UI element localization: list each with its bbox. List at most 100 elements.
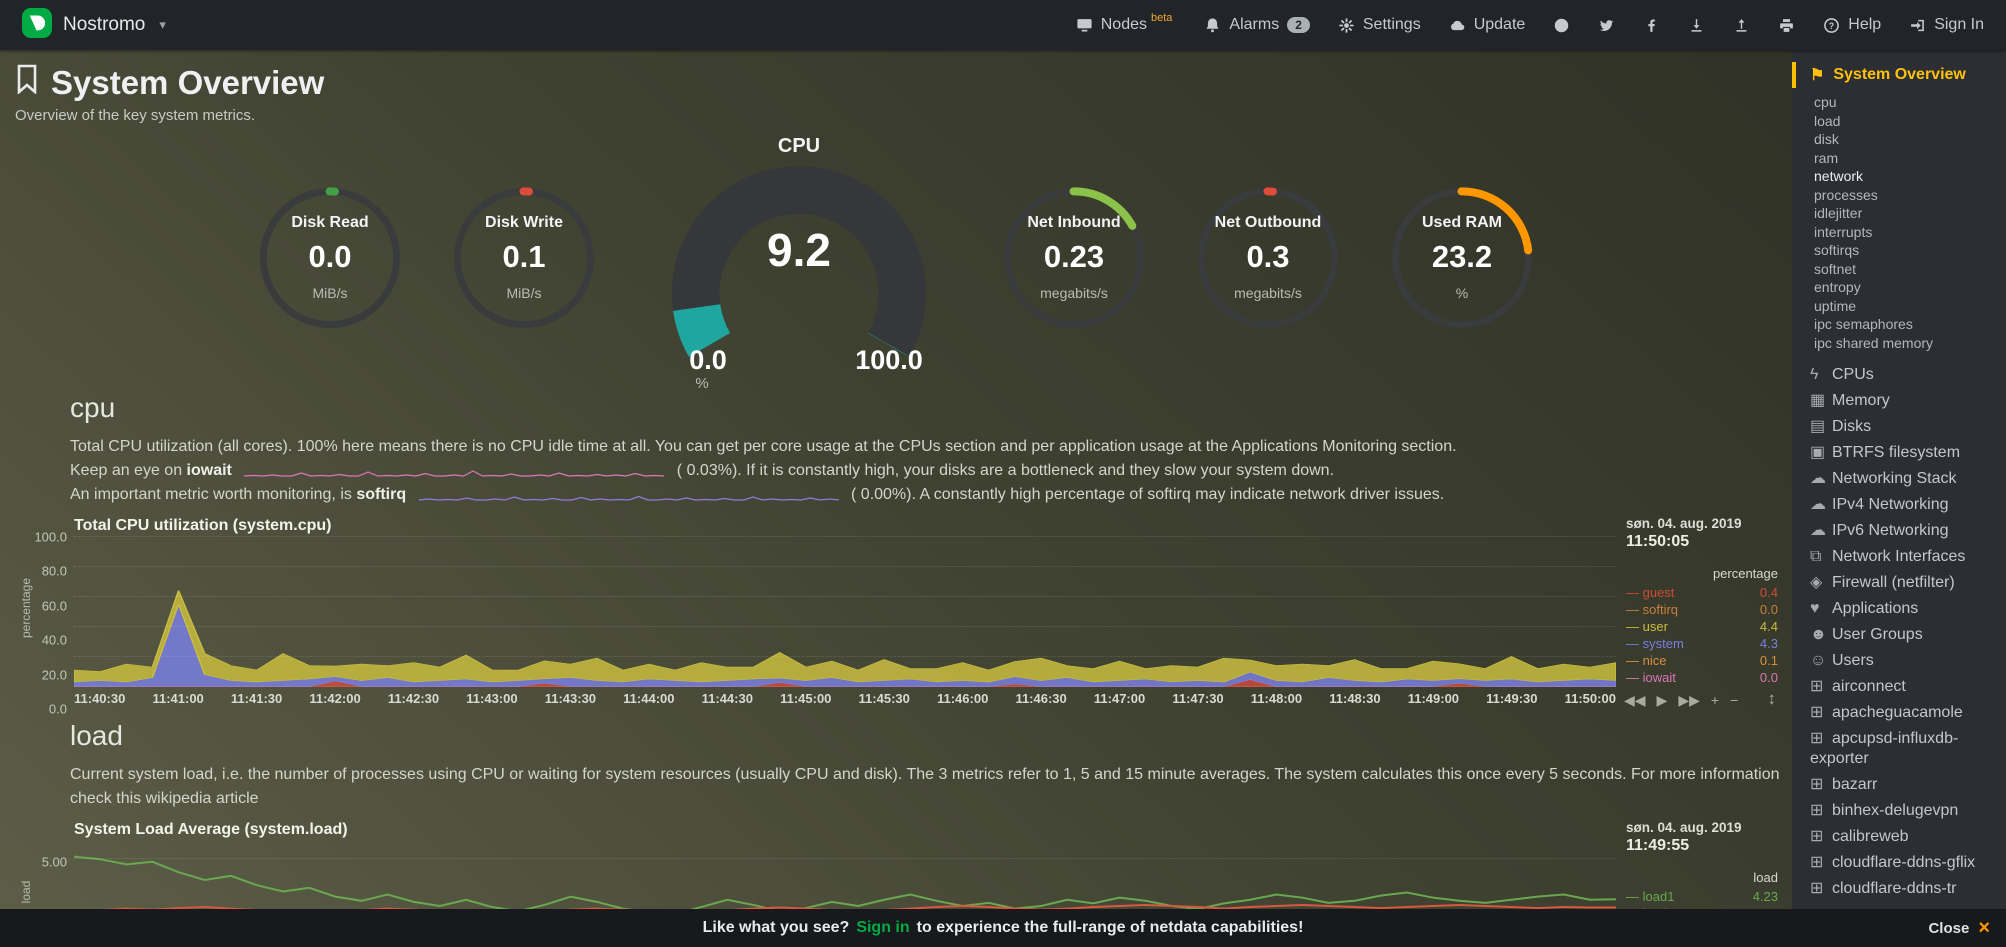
sidebar-item-user-groups[interactable]: ☻ User Groups (1810, 626, 1923, 643)
sidebar-item-memory[interactable]: ▦ Memory (1810, 392, 1890, 409)
sidebar-item-airconnect[interactable]: ⊞ airconnect (1810, 678, 1906, 695)
sidebar-item-apacheguacamole[interactable]: ⊞ apacheguacamole (1810, 704, 1963, 721)
legend-item-softirq[interactable]: — softirq 0.0 (1626, 602, 1778, 617)
sidebar-item-apcupsd-influxdb-exporter[interactable]: ⊞ apcupsd-influxdb-exporter (1810, 730, 1959, 767)
x-axis: 11:40:30 11:41:00 11:41:30 11:42:00 11:42:30… (74, 691, 1616, 706)
sidebar-item-cloudflare-ddns-tr[interactable]: ⊞ cloudflare-ddns-tr (1810, 880, 1957, 897)
sidebar-sub-ipc-semaphores[interactable]: ipc semaphores (1814, 316, 1913, 332)
nav-item-help[interactable]: ? Help (1823, 16, 1881, 34)
sidebar-item-firewall-netfilter[interactable]: ◈ Firewall (netfilter) (1810, 574, 1955, 591)
chart-title: System Load Average (system.load) (74, 821, 348, 838)
disk-icon: ▤ (1810, 418, 1826, 435)
cpu-description-1: Total CPU utilization (all cores). 100% … (70, 438, 1457, 455)
gauge-unit: % (1455, 285, 1469, 301)
legend-item-iowait[interactable]: — iowait 0.0 (1626, 670, 1778, 685)
gauge-ring (453, 187, 595, 329)
sidebar-item-ipv6-networking[interactable]: ☁ IPv6 Networking (1810, 522, 1949, 539)
gauges-row: Disk Read 0.0 MiB/s Disk Write 0.1 MiB/s CPU … (0, 135, 1792, 392)
legend-item-system[interactable]: — system 4.3 (1626, 636, 1778, 651)
sidebar-item-networking-stack[interactable]: ☁ Networking Stack (1810, 470, 1957, 487)
sidebar-item-applications[interactable]: ♥ Applications (1810, 600, 1919, 617)
sidebar-sub-load[interactable]: load (1814, 112, 1841, 129)
gauge-net-inbound[interactable]: Net Inbound 0.23 megabits/s (1000, 184, 1148, 332)
sidebar-sub-idlejitter[interactable]: idlejitter (1814, 205, 1863, 221)
alarms-badge: 2 (1287, 17, 1310, 33)
legend-item-load1[interactable]: — load1 4.23 (1626, 889, 1778, 904)
gauge-min: 0.0 (689, 345, 727, 375)
banner-close-button[interactable]: Close × (1928, 917, 1990, 939)
sidebar-item-network-interfaces[interactable]: ⧉ Network Interfaces (1810, 548, 1966, 565)
nav-item-sign-in[interactable]: Sign In (1909, 16, 1984, 34)
zoom-in-icon[interactable]: + (1710, 692, 1720, 708)
gauge-disk-read[interactable]: Disk Read 0.0 MiB/s (256, 184, 404, 332)
sidebar-item-ipv4-networking[interactable]: ☁ IPv4 Networking (1810, 496, 1949, 513)
bolt-icon: ϟ (1810, 366, 1819, 383)
chevron-down-icon: ▾ (159, 17, 166, 32)
play-icon[interactable]: ▶ (1656, 692, 1668, 708)
gauge-cpu[interactable]: CPU 9.2 0.0 100.0 % (644, 135, 954, 392)
gauge-disk-write[interactable]: Disk Write 0.1 MiB/s (450, 184, 598, 332)
sidebar-sub-uptime[interactable]: uptime (1814, 297, 1857, 314)
gauge-used-ram[interactable]: Used RAM 23.2% (1388, 184, 1536, 332)
sidebar-sub-network[interactable]: network (1814, 168, 1864, 184)
nav-item-download[interactable] (1688, 17, 1705, 34)
nav-label: Sign In (1934, 16, 1984, 33)
sitemap-icon: ⧉ (1810, 548, 1822, 565)
sidebar-sub-ipc-shared-memory[interactable]: ipc shared memory (1814, 334, 1934, 351)
sidebar-item-cpus[interactable]: ϟ CPUs (1810, 366, 1874, 383)
nav-item-upload[interactable] (1733, 17, 1750, 34)
sidebar-item-disks[interactable]: ▤ Disks (1810, 418, 1872, 435)
zoom-out-icon[interactable]: − (1730, 692, 1739, 708)
sidebar-sub-softirqs[interactable]: softirqs (1814, 242, 1860, 258)
nodes-icon (1076, 17, 1093, 34)
print-icon (1778, 17, 1795, 34)
sidebar-item-users[interactable]: ☺ Users (1810, 652, 1874, 669)
rewind-icon[interactable]: ◀◀ (1624, 692, 1646, 708)
sign-in-link[interactable]: Sign in (856, 919, 910, 936)
iowait-sparkline[interactable] (244, 463, 665, 478)
nav-label: Update (1473, 16, 1526, 33)
cpu-description-3: An important metric worth monitoring, is… (70, 486, 1445, 503)
nav-item-print[interactable] (1778, 17, 1795, 34)
sidebar-item-calibreweb[interactable]: ⊞ calibreweb (1810, 828, 1909, 845)
sidebar-sub-interrupts[interactable]: interrupts (1814, 223, 1873, 240)
grid-icon: ⊞ (1810, 828, 1824, 845)
sidebar-item-cloudflare-ddns-gflix[interactable]: ⊞ cloudflare-ddns-gflix (1810, 854, 1976, 871)
nav-item-github[interactable] (1553, 17, 1570, 34)
nav-label: Settings (1362, 16, 1421, 33)
nav-item-nodes[interactable]: Nodes beta (1076, 12, 1177, 34)
legend-item-guest[interactable]: — guest 0.4 (1626, 585, 1778, 600)
cpu-plot-area[interactable] (74, 536, 1616, 687)
legend-unit: load (1753, 870, 1778, 885)
sidebar-sub-disk[interactable]: disk (1814, 131, 1839, 147)
hostname: Nostromo (63, 14, 146, 35)
gauge-label: CPU (777, 135, 821, 157)
nav-label: Alarms (1229, 16, 1280, 33)
sidebar-sub-softnet[interactable]: softnet (1814, 260, 1857, 277)
sidebar-sub-entropy[interactable]: entropy (1814, 279, 1861, 295)
gauge-net-outbound[interactable]: Net Outbound 0.3 megabits/s (1194, 184, 1342, 332)
sidebar-sub-ram[interactable]: ram (1814, 149, 1839, 166)
sidebar-item-system-overview[interactable]: ⚑ System Overview (1792, 62, 2006, 88)
cpu-description-2: Keep an eye on iowait ( 0.03%). If it is… (70, 462, 1335, 479)
softirq-sparkline[interactable] (418, 487, 839, 502)
fast-forward-icon[interactable]: ▶▶ (1678, 692, 1700, 708)
gauge-value: 23.2 (1431, 239, 1493, 274)
sidebar-sub-processes[interactable]: processes (1814, 186, 1878, 203)
sidebar-item-btrfs-filesystem[interactable]: ▣ BTRFS filesystem (1810, 444, 1961, 461)
legend-item-user[interactable]: — user 4.4 (1626, 619, 1778, 634)
legend-item-nice[interactable]: — nice 0.1 (1626, 653, 1778, 668)
nav-item-update[interactable]: Update (1449, 16, 1526, 34)
bookmark-icon: ⚑ (1810, 67, 1825, 84)
sidebar-item-bazarr[interactable]: ⊞ bazarr (1810, 776, 1878, 793)
resize-handle-icon[interactable]: ↕ (1767, 689, 1777, 708)
nav-item-alarms[interactable]: Alarms 2 (1204, 16, 1310, 34)
chart-title: Total CPU utilization (system.cpu) (74, 517, 332, 534)
nav-item-facebook[interactable] (1643, 17, 1660, 34)
gauge-label: Net Outbound (1214, 214, 1322, 231)
sidebar-item-binhex-delugevpn[interactable]: ⊞ binhex-delugevpn (1810, 802, 1959, 819)
sidebar-sub-cpu[interactable]: cpu (1814, 94, 1837, 110)
nav-item-settings[interactable]: Settings (1338, 16, 1421, 34)
nav-item-twitter[interactable] (1598, 17, 1615, 34)
host-selector[interactable]: Nostromo ▾ (22, 7, 166, 43)
